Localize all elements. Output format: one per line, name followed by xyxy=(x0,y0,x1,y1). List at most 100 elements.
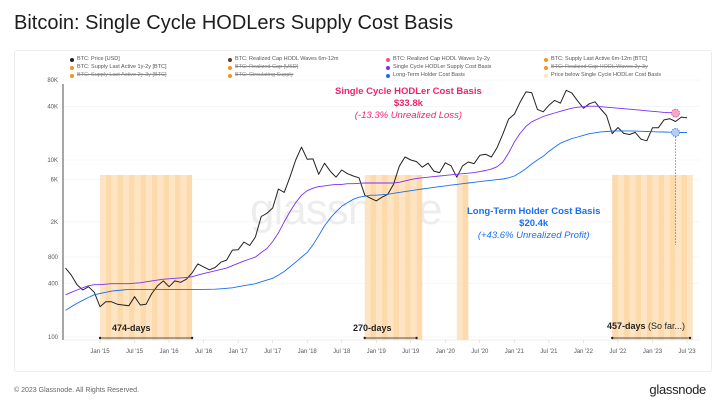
shaded-region xyxy=(134,175,141,340)
shaded-region xyxy=(174,175,181,340)
arrow-end xyxy=(190,336,194,340)
legend-swatch xyxy=(228,65,232,70)
legend-item[interactable]: Single Cycle HODLer Supply Cost Basis xyxy=(386,64,491,71)
legend-item[interactable]: BTC: Realized Cap HODL Waves 6m-12m xyxy=(228,56,339,63)
legend-label: BTC: Realized Cap HODL Waves 2y-3y xyxy=(551,64,648,70)
chart-card xyxy=(14,50,712,372)
shaded-region xyxy=(387,175,394,340)
lth-annotation-title: Long-Term Holder Cost Basis xyxy=(467,206,601,217)
shaded-region xyxy=(151,175,158,340)
shaded-region xyxy=(623,175,630,340)
shaded-region xyxy=(393,175,400,340)
lth-annotation: Long-Term Holder Cost Basis $20.4k (+43.… xyxy=(467,206,600,242)
shaded-region xyxy=(405,175,411,340)
shaded-region xyxy=(376,175,383,340)
shaded-region xyxy=(675,175,682,340)
x-tick-label: Jan '21 xyxy=(505,349,525,355)
legend-swatch xyxy=(386,73,390,78)
legend-item[interactable]: BTC: Realized Cap [USD] xyxy=(228,64,298,71)
days-label-3-suffix: (So far...) xyxy=(648,321,686,331)
y-tick-label: 100 xyxy=(48,335,59,341)
arrow-end xyxy=(98,336,102,340)
lth-annotation-note: (+43.6% Unrealized Profit) xyxy=(477,230,590,241)
days-label-1: 474-days xyxy=(112,323,151,333)
legend-item[interactable]: BTC: Supply Last Active 6m-12m [BTC] xyxy=(544,56,647,63)
x-tick-label: Jul '16 xyxy=(195,349,213,355)
x-tick-label: Jan '20 xyxy=(436,349,456,355)
legend-item[interactable]: BTC: Supply Last Active 1y-2y [BTC] xyxy=(70,64,167,71)
x-tick-label: Jul '18 xyxy=(333,349,351,355)
x-tick-label: Jul '15 xyxy=(126,349,144,355)
sc-annotation: Single Cycle HODLer Cost Basis $33.8k (-… xyxy=(335,86,482,122)
days-label-2: 270-days xyxy=(353,323,392,333)
legend-item[interactable]: BTC: Circulating Supply xyxy=(228,72,293,79)
shaded-region xyxy=(117,175,124,340)
shaded-region xyxy=(629,175,636,340)
shaded-region xyxy=(399,175,406,340)
y-tick-label: 10K xyxy=(47,158,58,164)
shaded-region xyxy=(140,175,147,340)
legend-label: BTC: Circulating Supply xyxy=(235,72,294,78)
shaded-region xyxy=(146,175,152,340)
shaded-region xyxy=(382,175,388,340)
shaded-region xyxy=(617,175,624,340)
legend-label: BTC: Realized Cap [USD] xyxy=(235,64,299,70)
shaded-region xyxy=(410,175,417,340)
legend-label: BTC: Supply Last Active 2y-3y [BTC] xyxy=(77,72,167,78)
x-tick-label: Jul '21 xyxy=(540,349,558,355)
days-label-3: 457-days (So far...) xyxy=(607,321,685,331)
legend-label: BTC: Realized Cap HODL Waves 6m-12m xyxy=(235,56,339,62)
y-tick-label: 800 xyxy=(48,255,59,261)
y-tick-label: 2K xyxy=(51,220,58,226)
arrow-end xyxy=(611,336,614,340)
shaded-region xyxy=(416,175,423,340)
sc-annotation-title: Single Cycle HODLer Cost Basis xyxy=(335,86,482,97)
legend-item[interactable]: BTC: Price [USD] xyxy=(70,56,120,63)
page-title: Bitcoin: Single Cycle HODLers Supply Cos… xyxy=(14,12,454,34)
shaded-region xyxy=(669,175,676,340)
legend: BTC: Price [USD] BTC: Realized Cap HODL W… xyxy=(70,56,710,82)
shaded-region xyxy=(186,175,193,340)
legend-swatch xyxy=(70,73,74,78)
legend-item[interactable]: Long-Term Holder Cost Basis xyxy=(386,72,465,79)
legend-swatch xyxy=(544,57,548,62)
legend-label: BTC: Realized Cap HODL Waves 1y-2y xyxy=(393,56,490,62)
shaded-region xyxy=(111,175,118,340)
legend-label: BTC: Supply Last Active 6m-12m [BTC] xyxy=(551,56,648,62)
shaded-region xyxy=(462,175,469,340)
shaded-region xyxy=(641,175,647,340)
glassnode-logo: glassnode xyxy=(649,382,706,397)
copyright: © 2023 Glassnode. All Rights Reserved. xyxy=(14,387,140,394)
legend-item[interactable]: BTC: Supply Last Active 2y-3y [BTC] xyxy=(70,72,167,79)
arrow-end xyxy=(415,336,418,340)
shaded-region xyxy=(169,175,175,340)
shaded-region xyxy=(646,175,653,340)
legend-swatch xyxy=(386,65,390,70)
legend-label: Single Cycle HODLer Supply Cost Basis xyxy=(393,64,492,70)
shaded-region xyxy=(652,175,659,340)
days-label-3-value: 457-days xyxy=(607,321,646,331)
legend-item[interactable]: BTC: Realized Cap HODL Waves 2y-3y xyxy=(544,64,648,71)
legend-item[interactable]: BTC: Realized Cap HODL Waves 1y-2y xyxy=(386,56,490,63)
legend-swatch xyxy=(70,65,74,70)
legend-item[interactable]: Price below Single Cycle HODLer Cost Bas… xyxy=(544,72,661,79)
legend-swatch xyxy=(386,57,390,62)
arrow-end xyxy=(363,336,366,340)
sc-cost-basis-line xyxy=(65,105,676,296)
sc-endpoint-marker xyxy=(671,108,680,118)
x-tick-label: Jan '19 xyxy=(367,349,387,355)
shaded-region xyxy=(180,175,187,340)
legend-label: BTC: Price [USD] xyxy=(77,56,120,62)
legend-label: BTC: Supply Last Active 1y-2y [BTC] xyxy=(77,64,167,70)
legend-swatch xyxy=(228,73,232,78)
lth-annotation-value: $20.4k xyxy=(519,218,549,229)
x-tick-label: Jan '16 xyxy=(159,349,179,355)
lth-cost-basis-line xyxy=(65,130,688,311)
legend-swatch xyxy=(544,65,548,70)
x-tick-label: Jul '23 xyxy=(678,349,696,355)
x-tick-label: Jul '19 xyxy=(402,349,420,355)
x-tick-label: Jul '20 xyxy=(471,349,489,355)
shaded-region xyxy=(664,175,670,340)
sc-annotation-note: (-13.3% Unrealized Loss) xyxy=(354,110,462,121)
shaded-region xyxy=(105,175,112,340)
